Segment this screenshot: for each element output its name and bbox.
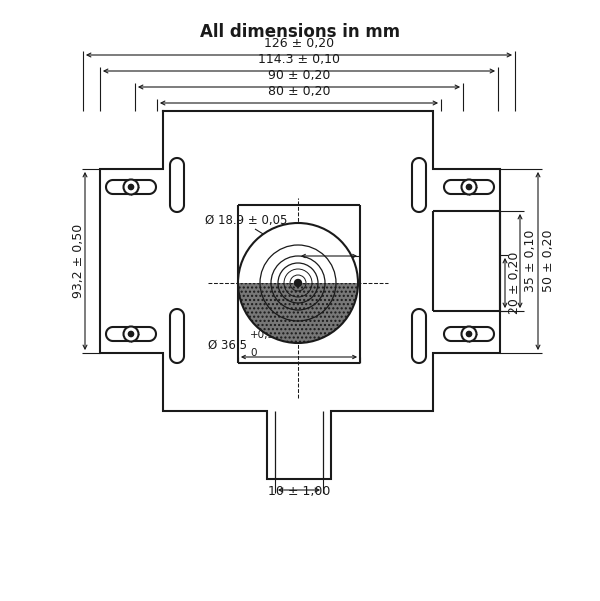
Text: All dimensions in mm: All dimensions in mm <box>200 23 400 41</box>
Text: 90 ± 0,20: 90 ± 0,20 <box>268 69 330 82</box>
Text: 50 ± 0,20: 50 ± 0,20 <box>542 230 555 292</box>
Text: Ø 36.5: Ø 36.5 <box>208 338 247 352</box>
Circle shape <box>128 185 134 190</box>
Text: 93,2 ± 0,50: 93,2 ± 0,50 <box>72 224 85 298</box>
Wedge shape <box>238 223 358 283</box>
Text: 10 ± 1,00: 10 ± 1,00 <box>268 485 330 498</box>
Text: 80 ± 0,20: 80 ± 0,20 <box>268 85 330 98</box>
Text: 114.3 ± 0,10: 114.3 ± 0,10 <box>258 53 340 66</box>
Circle shape <box>461 326 476 341</box>
Polygon shape <box>100 111 500 479</box>
Circle shape <box>124 180 139 195</box>
Circle shape <box>295 279 302 287</box>
Circle shape <box>466 331 472 337</box>
Circle shape <box>461 180 476 195</box>
Text: 126 ± 0,20: 126 ± 0,20 <box>264 37 334 50</box>
Circle shape <box>124 326 139 341</box>
Text: 35 ± 0,10: 35 ± 0,10 <box>524 230 537 292</box>
Circle shape <box>128 331 134 337</box>
Text: +0,30: +0,30 <box>250 330 281 340</box>
Text: 0: 0 <box>250 348 257 358</box>
Wedge shape <box>238 283 358 343</box>
Text: Ø 18.9 ± 0,05: Ø 18.9 ± 0,05 <box>205 214 287 227</box>
Circle shape <box>466 185 472 190</box>
Text: 20 ± 0,20: 20 ± 0,20 <box>508 252 521 314</box>
